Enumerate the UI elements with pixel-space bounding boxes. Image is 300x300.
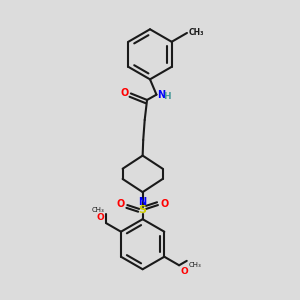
Text: O: O <box>120 88 128 98</box>
Text: S: S <box>139 206 147 215</box>
Text: O: O <box>161 199 169 209</box>
Text: CH₃: CH₃ <box>188 28 204 37</box>
Text: CH₃: CH₃ <box>92 207 105 213</box>
Text: O: O <box>116 199 124 209</box>
Text: N: N <box>139 196 147 206</box>
Text: N: N <box>157 90 165 100</box>
Text: O: O <box>97 213 105 222</box>
Text: H: H <box>164 92 171 100</box>
Text: O: O <box>181 267 188 276</box>
Text: CH₃: CH₃ <box>188 262 201 268</box>
